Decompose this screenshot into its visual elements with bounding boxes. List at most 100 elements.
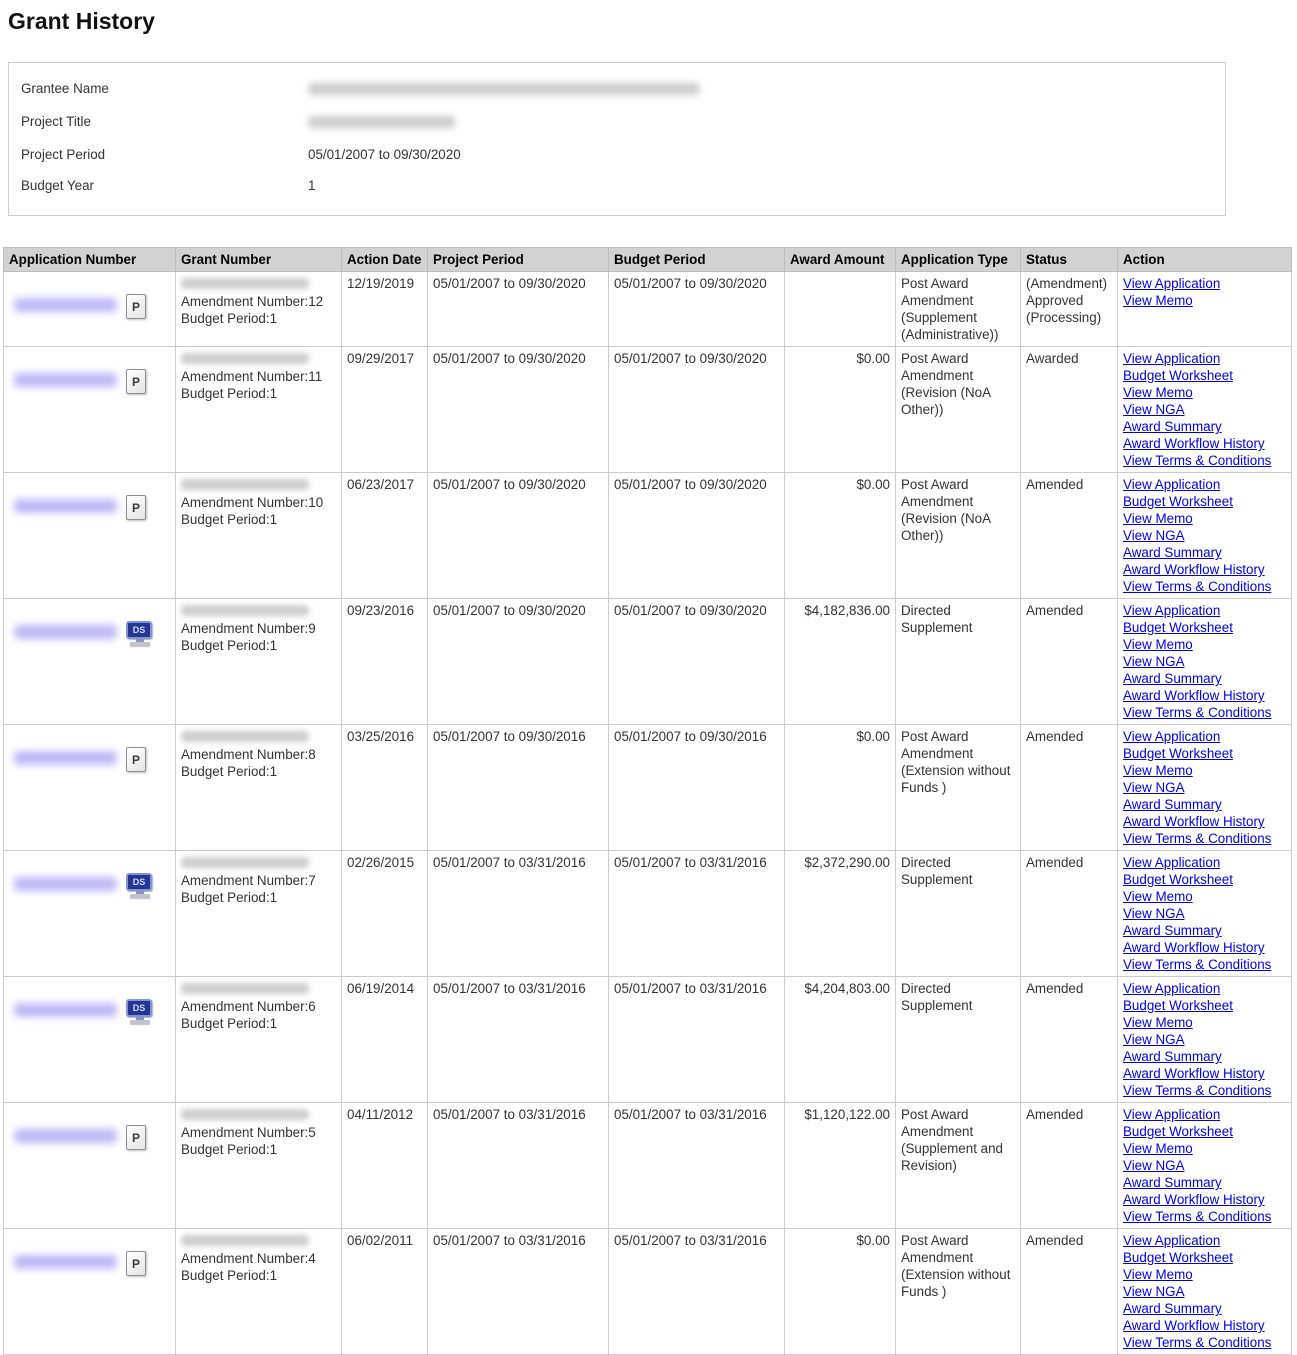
action-link-view-memo[interactable]: View Memo: [1123, 293, 1193, 308]
grant-number-redacted: [181, 605, 309, 616]
action-link-view-terms-conditions[interactable]: View Terms & Conditions: [1123, 579, 1272, 594]
application-number-cell: P: [3, 724, 176, 851]
application-number-link[interactable]: [14, 876, 117, 895]
action-link-budget-worksheet[interactable]: Budget Worksheet: [1123, 620, 1233, 635]
action-link-view-application[interactable]: View Application: [1123, 729, 1221, 744]
project-period-cell: 05/01/2007 to 09/30/2020: [427, 271, 609, 347]
action-link-view-memo[interactable]: View Memo: [1123, 511, 1193, 526]
application-number-redacted: [14, 750, 117, 765]
action-link-award-workflow-history[interactable]: Award Workflow History: [1123, 814, 1265, 829]
action-link-budget-worksheet[interactable]: Budget Worksheet: [1123, 998, 1233, 1013]
action-link-award-summary[interactable]: Award Summary: [1123, 419, 1222, 434]
action-link-award-workflow-history[interactable]: Award Workflow History: [1123, 940, 1265, 955]
award-amount-cell: [784, 271, 896, 347]
col-header-project-period: Project Period: [427, 247, 609, 272]
grant-number-redacted: [181, 731, 309, 742]
action-link-view-terms-conditions[interactable]: View Terms & Conditions: [1123, 453, 1272, 468]
action-link-budget-worksheet[interactable]: Budget Worksheet: [1123, 872, 1233, 887]
action-cell: View Application Budget Worksheet View Mem…: [1117, 724, 1292, 851]
project-period-cell: 05/01/2007 to 09/30/2020: [427, 472, 609, 599]
action-link-view-memo[interactable]: View Memo: [1123, 385, 1193, 400]
budget-period-label: Budget Period:1: [181, 1016, 278, 1031]
action-link-award-workflow-history[interactable]: Award Workflow History: [1123, 1066, 1265, 1081]
amendment-number: Amendment Number:5: [181, 1125, 316, 1140]
application-number-link[interactable]: [14, 1254, 117, 1273]
grant-number-redacted: [181, 857, 309, 868]
application-number-cell: DS: [3, 850, 176, 977]
action-link-award-summary[interactable]: Award Summary: [1123, 923, 1222, 938]
application-number-link[interactable]: [14, 750, 117, 769]
action-link-view-terms-conditions[interactable]: View Terms & Conditions: [1123, 831, 1272, 846]
action-link-award-summary[interactable]: Award Summary: [1123, 1175, 1222, 1190]
application-number-link[interactable]: [14, 1002, 117, 1021]
action-link-award-workflow-history[interactable]: Award Workflow History: [1123, 436, 1265, 451]
action-link-view-application[interactable]: View Application: [1123, 603, 1221, 618]
action-link-view-nga[interactable]: View NGA: [1123, 780, 1185, 795]
action-link-award-summary[interactable]: Award Summary: [1123, 1049, 1222, 1064]
action-link-view-application[interactable]: View Application: [1123, 477, 1221, 492]
summary-row-grantee-name: Grantee Name: [9, 73, 1225, 106]
grant-history-rows: P Amendment Number:12 Budget Period:1 12/19…: [3, 271, 1292, 1355]
action-link-award-workflow-history[interactable]: Award Workflow History: [1123, 1318, 1265, 1333]
action-link-view-nga[interactable]: View NGA: [1123, 528, 1185, 543]
action-link-budget-worksheet[interactable]: Budget Worksheet: [1123, 494, 1233, 509]
budget-period-label: Budget Period:1: [181, 890, 278, 905]
action-link-view-terms-conditions[interactable]: View Terms & Conditions: [1123, 957, 1272, 972]
action-link-award-workflow-history[interactable]: Award Workflow History: [1123, 688, 1265, 703]
action-link-award-summary[interactable]: Award Summary: [1123, 797, 1222, 812]
action-link-budget-worksheet[interactable]: Budget Worksheet: [1123, 1124, 1233, 1139]
grant-number-cell: Amendment Number:5 Budget Period:1: [175, 1102, 342, 1229]
application-number-redacted: [14, 498, 117, 513]
action-link-view-memo[interactable]: View Memo: [1123, 889, 1193, 904]
budget-period-cell: 05/01/2007 to 09/30/2020: [608, 598, 785, 725]
grant-number-redacted: [181, 278, 309, 289]
action-link-view-memo[interactable]: View Memo: [1123, 763, 1193, 778]
application-type-cell: Directed Supplement: [895, 850, 1021, 977]
action-link-view-application[interactable]: View Application: [1123, 855, 1221, 870]
action-link-view-memo[interactable]: View Memo: [1123, 637, 1193, 652]
action-link-view-application[interactable]: View Application: [1123, 276, 1221, 291]
status-cell: Amended: [1020, 598, 1118, 725]
application-number-link[interactable]: [14, 1128, 117, 1147]
action-link-award-workflow-history[interactable]: Award Workflow History: [1123, 1192, 1265, 1207]
action-link-view-memo[interactable]: View Memo: [1123, 1141, 1193, 1156]
action-link-award-summary[interactable]: Award Summary: [1123, 671, 1222, 686]
action-link-view-terms-conditions[interactable]: View Terms & Conditions: [1123, 1209, 1272, 1224]
project-title-redacted: [308, 116, 455, 128]
application-number-redacted: [14, 372, 117, 387]
application-number-link[interactable]: [14, 297, 117, 316]
action-link-view-nga[interactable]: View NGA: [1123, 906, 1185, 921]
action-link-award-workflow-history[interactable]: Award Workflow History: [1123, 562, 1265, 577]
grantee-name-redacted: [308, 83, 700, 95]
action-link-view-application[interactable]: View Application: [1123, 1233, 1221, 1248]
application-number-link[interactable]: [14, 624, 117, 643]
application-type-cell: Post Award Amendment (Revision (NoA Othe…: [895, 346, 1021, 473]
action-link-budget-worksheet[interactable]: Budget Worksheet: [1123, 368, 1233, 383]
action-link-view-terms-conditions[interactable]: View Terms & Conditions: [1123, 705, 1272, 720]
action-link-award-summary[interactable]: Award Summary: [1123, 545, 1222, 560]
action-link-view-application[interactable]: View Application: [1123, 351, 1221, 366]
action-link-view-nga[interactable]: View NGA: [1123, 654, 1185, 669]
application-number-link[interactable]: [14, 498, 117, 517]
grantee-name-label: Grantee Name: [21, 81, 109, 96]
action-link-view-nga[interactable]: View NGA: [1123, 1284, 1185, 1299]
action-link-view-application[interactable]: View Application: [1123, 1107, 1221, 1122]
action-link-view-memo[interactable]: View Memo: [1123, 1015, 1193, 1030]
application-number-cell: P: [3, 346, 176, 473]
action-link-view-terms-conditions[interactable]: View Terms & Conditions: [1123, 1083, 1272, 1098]
action-link-budget-worksheet[interactable]: Budget Worksheet: [1123, 746, 1233, 761]
action-link-view-application[interactable]: View Application: [1123, 981, 1221, 996]
application-number-redacted: [14, 1254, 117, 1269]
action-cell: View Application Budget Worksheet View Mem…: [1117, 1102, 1292, 1229]
action-date-cell: 06/02/2011: [341, 1228, 428, 1355]
action-link-view-memo[interactable]: View Memo: [1123, 1267, 1193, 1282]
action-link-view-nga[interactable]: View NGA: [1123, 1158, 1185, 1173]
action-link-award-summary[interactable]: Award Summary: [1123, 1301, 1222, 1316]
status-cell: Amended: [1020, 724, 1118, 851]
application-number-link[interactable]: [14, 372, 117, 391]
amendment-number: Amendment Number:11: [181, 369, 323, 384]
action-link-view-nga[interactable]: View NGA: [1123, 402, 1185, 417]
action-link-budget-worksheet[interactable]: Budget Worksheet: [1123, 1250, 1233, 1265]
action-link-view-terms-conditions[interactable]: View Terms & Conditions: [1123, 1335, 1272, 1350]
action-link-view-nga[interactable]: View NGA: [1123, 1032, 1185, 1047]
